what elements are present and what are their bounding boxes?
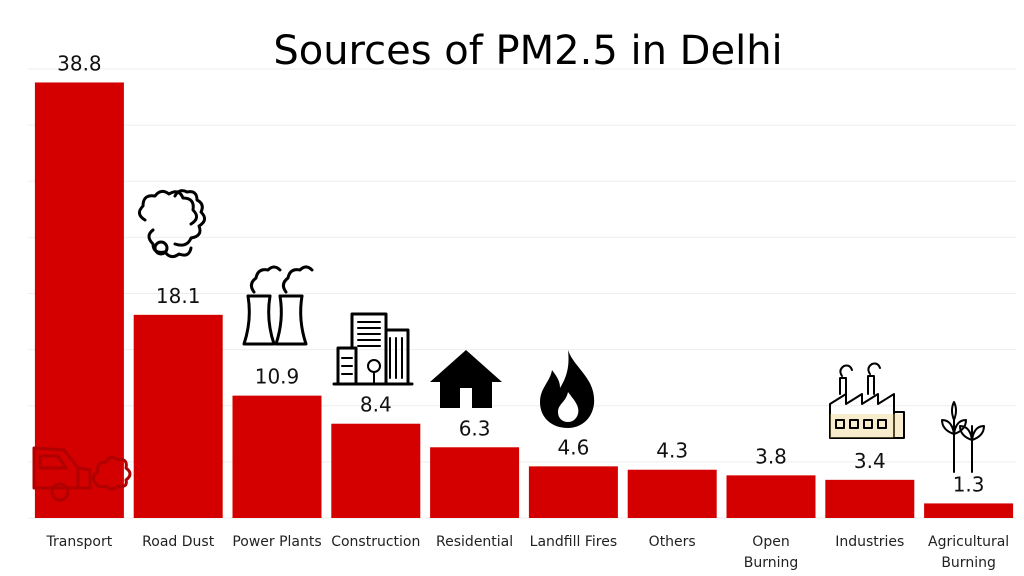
- category-label: Agricultural: [928, 534, 1009, 550]
- bar: [331, 423, 421, 518]
- factory-icon: [829, 362, 905, 439]
- plant-sprout-icon: [941, 401, 985, 473]
- bar-value-label: 38.8: [57, 51, 102, 75]
- category-labels: Transport Road Dust Power Plants Constructi…: [46, 534, 1010, 571]
- bar: [726, 475, 816, 518]
- bars: [34, 82, 1014, 518]
- bar-value-label: 8.4: [360, 393, 392, 417]
- category-label: Industries: [835, 534, 904, 550]
- bar: [133, 314, 223, 518]
- category-label: Transport: [46, 534, 113, 550]
- bar: [528, 466, 618, 518]
- category-label: Burning: [941, 555, 996, 571]
- bar-value-label: 4.6: [557, 435, 589, 459]
- bar-value-label: 10.9: [255, 365, 300, 389]
- bar: [34, 82, 124, 518]
- category-label: Others: [649, 534, 696, 550]
- bar-value-label: 3.4: [854, 449, 886, 473]
- category-label: Open: [752, 534, 789, 550]
- category-label: Road Dust: [142, 534, 215, 550]
- dust-cloud-icon: [138, 189, 206, 259]
- bar-value-label: 6.3: [459, 416, 491, 440]
- category-label: Residential: [436, 534, 513, 550]
- chart-title: Sources of PM2.5 in Delhi: [273, 28, 782, 74]
- bar-value-label: 3.8: [755, 444, 787, 468]
- fire-icon: [540, 350, 595, 428]
- bar: [627, 469, 717, 518]
- cooling-tower-icon: [242, 265, 314, 346]
- category-label: Burning: [744, 555, 799, 571]
- icons: [32, 189, 985, 502]
- category-label: Construction: [331, 534, 420, 550]
- car-exhaust-icon: [32, 446, 132, 502]
- bar: [825, 479, 915, 518]
- bar: [924, 503, 1014, 518]
- bar: [430, 447, 520, 518]
- house-icon: [430, 350, 502, 408]
- bar: [232, 395, 322, 518]
- buildings-icon: [332, 312, 414, 386]
- bar-value-label: 4.3: [656, 439, 688, 463]
- category-label: Landfill Fires: [530, 534, 617, 550]
- bar-value-label: 18.1: [156, 284, 201, 308]
- bar-value-label: 1.3: [953, 472, 985, 496]
- value-labels: 38.8 18.1 10.9 8.4 6.3 4.6 4.3 3.8 3.4 1.3: [57, 51, 984, 496]
- category-label: Power Plants: [232, 534, 321, 550]
